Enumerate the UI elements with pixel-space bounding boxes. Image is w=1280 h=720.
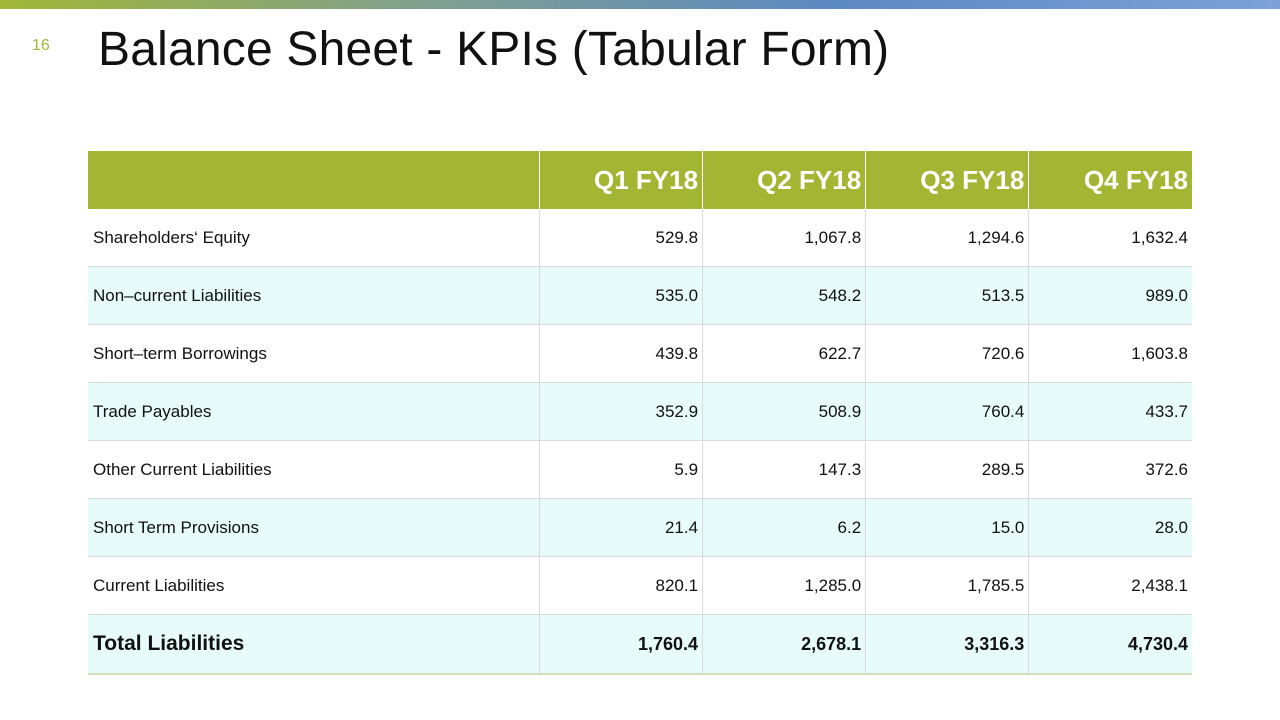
cell-value: 1,785.5 (865, 556, 1030, 615)
cell-value: 760.4 (865, 382, 1030, 441)
kpi-table: Q1 FY18 Q2 FY18 Q3 FY18 Q4 FY18 Sharehol… (88, 151, 1192, 675)
table-row: Short–term Borrowings 439.8 622.7 720.6 … (88, 324, 1192, 383)
slide-number: 16 (32, 37, 50, 54)
total-row: Total Liabilities 1,760.4 2,678.1 3,316.… (88, 614, 1192, 675)
cell-value: 1,285.0 (702, 556, 867, 615)
cell-value: 147.3 (702, 440, 867, 499)
cell-value: 622.7 (702, 324, 867, 383)
cell-value: 529.8 (539, 209, 704, 267)
top-accent-bar (0, 0, 1280, 9)
cell-value: 352.9 (539, 382, 704, 441)
cell-value: 548.2 (702, 266, 867, 325)
cell-value: 28.0 (1028, 498, 1192, 557)
row-label: Other Current Liabilities (88, 440, 540, 499)
cell-value: 1,067.8 (702, 209, 867, 267)
row-label: Shareholders‘ Equity (88, 209, 540, 267)
total-value: 2,678.1 (702, 614, 867, 675)
cell-value: 5.9 (539, 440, 704, 499)
slide-title: Balance Sheet - KPIs (Tabular Form) (98, 23, 890, 76)
cell-value: 513.5 (865, 266, 1030, 325)
header-empty-cell (88, 151, 540, 209)
table-row: Trade Payables 352.9 508.9 760.4 433.7 (88, 382, 1192, 441)
cell-value: 433.7 (1028, 382, 1192, 441)
cell-value: 535.0 (539, 266, 704, 325)
row-label: Current Liabilities (88, 556, 540, 615)
total-label: Total Liabilities (88, 614, 540, 675)
cell-value: 6.2 (702, 498, 867, 557)
row-label: Non–current Liabilities (88, 266, 540, 325)
table-row: Shareholders‘ Equity 529.8 1,067.8 1,294… (88, 209, 1192, 267)
total-value: 4,730.4 (1028, 614, 1192, 675)
table-row: Other Current Liabilities 5.9 147.3 289.… (88, 440, 1192, 499)
total-value: 3,316.3 (865, 614, 1030, 675)
header-q2: Q2 FY18 (702, 151, 867, 209)
table-header-row: Q1 FY18 Q2 FY18 Q3 FY18 Q4 FY18 (88, 151, 1192, 209)
cell-value: 820.1 (539, 556, 704, 615)
row-label: Short–term Borrowings (88, 324, 540, 383)
cell-value: 372.6 (1028, 440, 1192, 499)
cell-value: 989.0 (1028, 266, 1192, 325)
cell-value: 21.4 (539, 498, 704, 557)
header-q4: Q4 FY18 (1028, 151, 1192, 209)
cell-value: 1,603.8 (1028, 324, 1192, 383)
header-q1: Q1 FY18 (539, 151, 704, 209)
table-row: Non–current Liabilities 535.0 548.2 513.… (88, 266, 1192, 325)
row-label: Trade Payables (88, 382, 540, 441)
total-value: 1,760.4 (539, 614, 704, 675)
row-label: Short Term Provisions (88, 498, 540, 557)
cell-value: 720.6 (865, 324, 1030, 383)
cell-value: 1,632.4 (1028, 209, 1192, 267)
cell-value: 508.9 (702, 382, 867, 441)
header-q3: Q3 FY18 (865, 151, 1030, 209)
cell-value: 1,294.6 (865, 209, 1030, 267)
cell-value: 2,438.1 (1028, 556, 1192, 615)
cell-value: 439.8 (539, 324, 704, 383)
cell-value: 289.5 (865, 440, 1030, 499)
table-row: Current Liabilities 820.1 1,285.0 1,785.… (88, 556, 1192, 615)
table-row: Short Term Provisions 21.4 6.2 15.0 28.0 (88, 498, 1192, 557)
cell-value: 15.0 (865, 498, 1030, 557)
